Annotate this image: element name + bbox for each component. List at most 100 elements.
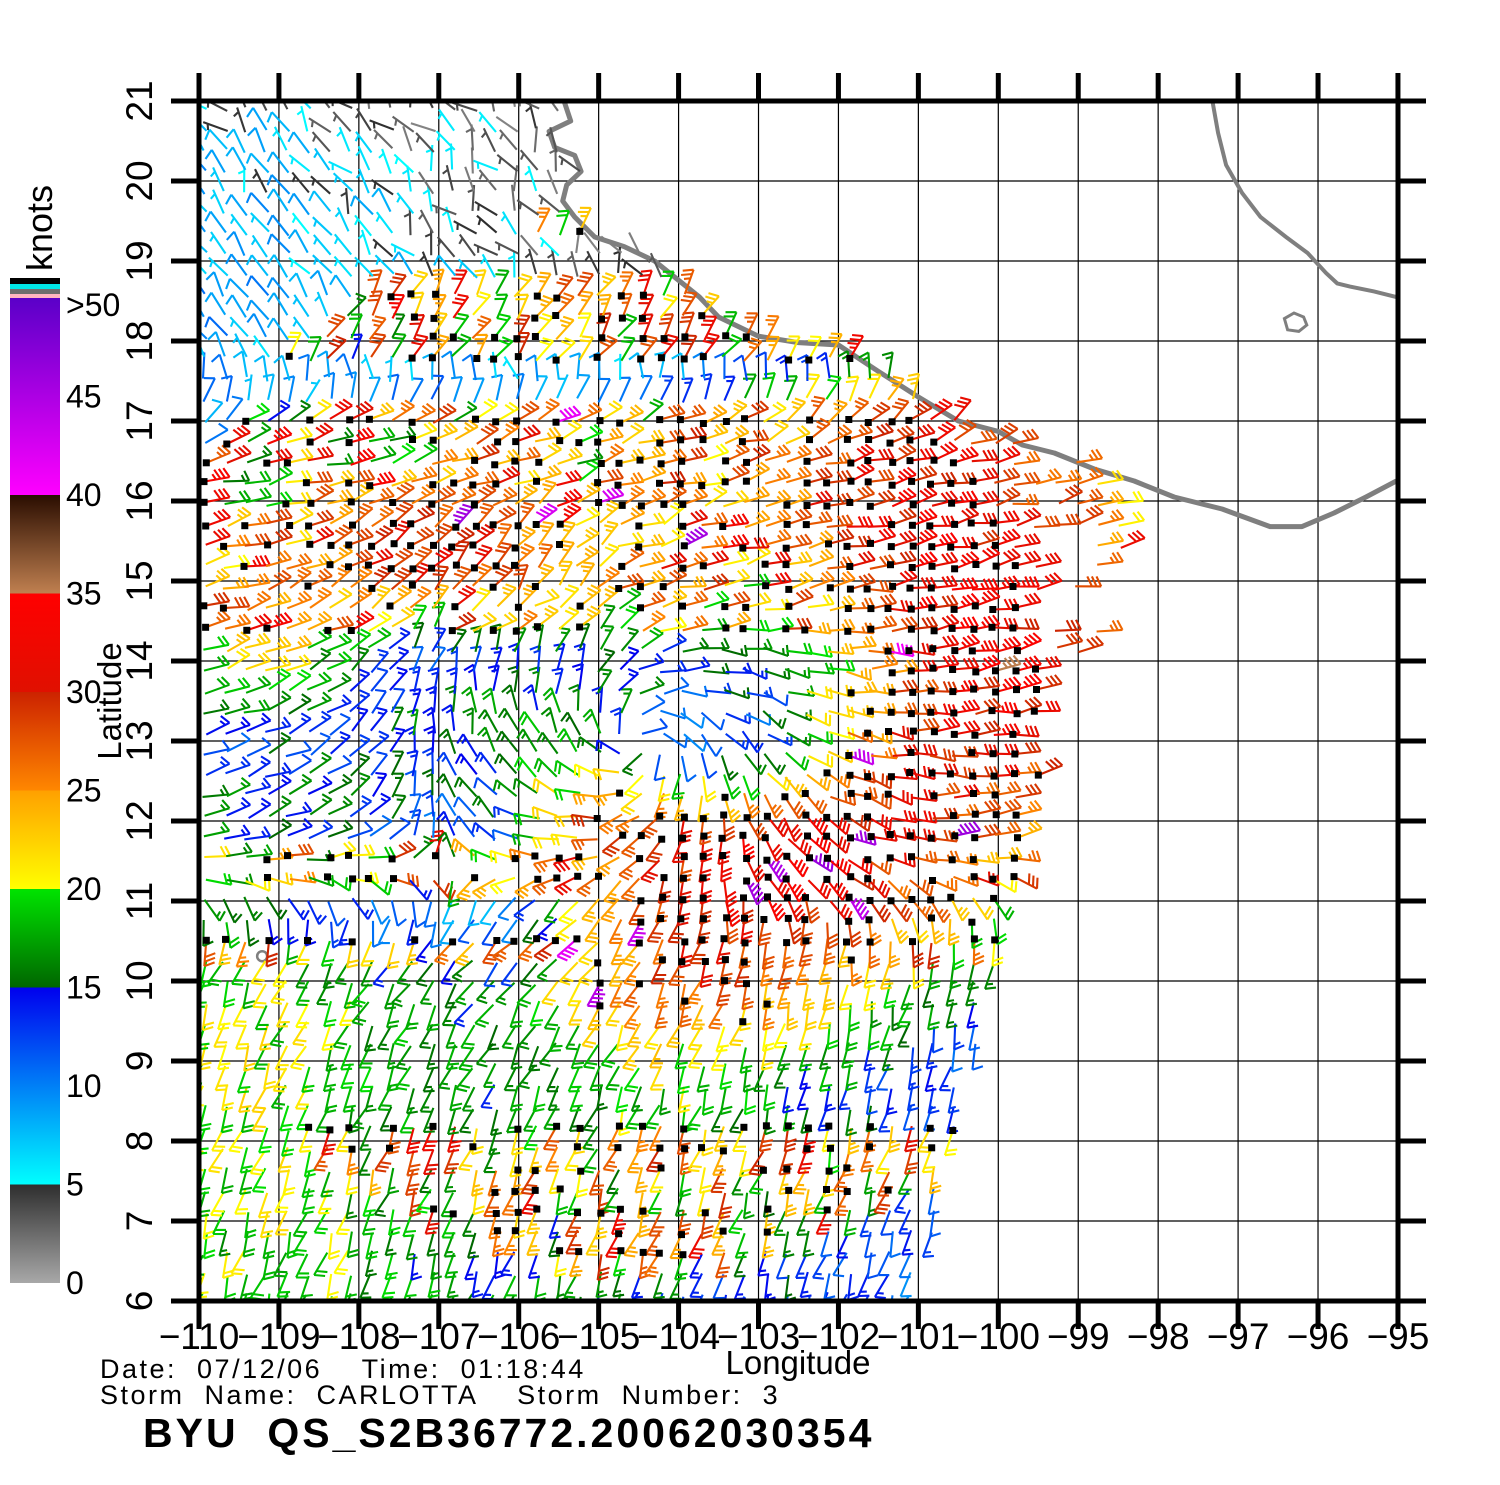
- rain-flag: [823, 1206, 831, 1214]
- wind-barb: [245, 152, 270, 174]
- rain-flag: [990, 894, 998, 902]
- rain-flag: [678, 1231, 685, 1239]
- rain-flag: [930, 728, 938, 736]
- wind-barb: [541, 980, 559, 1006]
- wind-barb: [443, 1167, 456, 1193]
- wind-barb: [870, 747, 898, 760]
- wind-barb: [201, 163, 207, 172]
- wind-barb: [785, 855, 809, 878]
- wind-barb: [954, 550, 980, 570]
- wind-barb: [489, 1109, 503, 1137]
- x-tick-label: −100: [957, 1316, 1040, 1357]
- wind-barb: [203, 591, 231, 607]
- wind-barb: [971, 743, 999, 757]
- wind-barb: [553, 875, 579, 896]
- wind-barb: [620, 336, 636, 362]
- rain-flag: [867, 625, 875, 633]
- wind-barb: [324, 1086, 338, 1114]
- rain-flag: [636, 855, 644, 863]
- rain-flag: [740, 1123, 748, 1131]
- wind-barb: [445, 1023, 458, 1049]
- wind-barb: [825, 452, 853, 465]
- wind-barb: [966, 963, 979, 991]
- wind-barb: [587, 1005, 602, 1031]
- x-tick-label: −99: [1047, 1316, 1110, 1357]
- rain-flag: [407, 542, 415, 550]
- wind-barb: [368, 487, 395, 505]
- figure-title: BYU QS_S2B36772.20062030354: [143, 1410, 874, 1456]
- wind-barb: [722, 814, 736, 842]
- wind-barb: [245, 275, 270, 296]
- wind-barb: [640, 859, 661, 884]
- wind-barb: [826, 514, 854, 529]
- rain-flag: [764, 893, 771, 901]
- rain-flag: [781, 793, 789, 801]
- wind-barb: [218, 1230, 231, 1257]
- wind-barb: [295, 963, 310, 989]
- wind-barb: [436, 751, 457, 776]
- rain-flag: [326, 1126, 334, 1134]
- rain-flag: [782, 625, 790, 633]
- wind-barb: [287, 918, 299, 946]
- rain-flag: [845, 416, 853, 423]
- wind-barb: [548, 1212, 561, 1239]
- wind-barb: [248, 797, 272, 819]
- wind-barb: [454, 942, 475, 967]
- wind-barb: [867, 448, 895, 462]
- wind-barb: [346, 1149, 360, 1176]
- rain-flag: [866, 938, 874, 946]
- rain-flag: [660, 874, 668, 882]
- rain-flag: [806, 416, 814, 424]
- wind-barb: [471, 821, 496, 841]
- wind-barb: [552, 855, 580, 873]
- x-tick-label: −106: [477, 1316, 560, 1357]
- wind-barb: [700, 372, 713, 400]
- wind-barb: [577, 448, 604, 465]
- rain-flag: [680, 542, 688, 550]
- rain-flag: [864, 856, 872, 864]
- wind-barb: [584, 250, 601, 275]
- wind-barb: [558, 961, 579, 986]
- wind-barb: [1078, 466, 1104, 485]
- wind-barb: [516, 728, 538, 752]
- wind-barb: [818, 958, 832, 986]
- rain-flag: [408, 581, 416, 589]
- wind-barb: [520, 1170, 538, 1196]
- wind-barb: [657, 775, 671, 803]
- wind-barb: [878, 1107, 891, 1133]
- wind-barb: [991, 701, 1019, 715]
- rain-flag: [636, 583, 644, 591]
- wind-barb: [202, 784, 230, 798]
- wind-barb: [617, 1293, 622, 1299]
- rain-flag: [677, 436, 685, 444]
- wind-barb: [368, 426, 396, 443]
- wind-barb: [345, 1192, 358, 1220]
- wind-barb: [438, 728, 457, 755]
- wind-barb: [724, 424, 750, 445]
- wind-barb: [764, 1274, 776, 1299]
- rain-flag: [636, 456, 644, 464]
- rain-flag: [432, 852, 439, 860]
- wind-barb: [452, 565, 472, 590]
- wind-barb: [351, 983, 370, 1008]
- wind-barb: [929, 1210, 942, 1238]
- wind-barb: [536, 464, 562, 483]
- wind-barb: [288, 693, 312, 715]
- wind-barb: [206, 103, 228, 112]
- wind-barb: [267, 690, 292, 712]
- rain-flag: [970, 542, 978, 550]
- wind-barb: [272, 1067, 288, 1093]
- wind-barb: [287, 447, 314, 464]
- colorbar-tick-label: 10: [66, 1068, 102, 1104]
- wind-barb: [538, 479, 557, 505]
- wind-barb: [478, 111, 497, 133]
- rain-flag: [843, 435, 851, 443]
- rain-flag: [906, 769, 914, 776]
- rain-flag: [617, 292, 625, 300]
- rain-flag: [699, 436, 707, 444]
- rain-flags: [201, 227, 1042, 1259]
- wind-barb: [464, 166, 475, 192]
- wind-barb: [540, 706, 558, 733]
- rain-flag: [594, 438, 602, 446]
- wind-barb: [850, 461, 875, 483]
